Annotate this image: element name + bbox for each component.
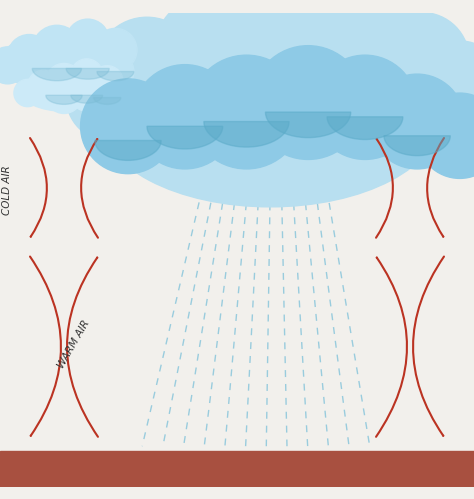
FancyArrowPatch shape bbox=[67, 257, 98, 437]
Circle shape bbox=[97, 53, 134, 90]
Circle shape bbox=[156, 0, 251, 93]
Circle shape bbox=[417, 93, 474, 179]
FancyArrowPatch shape bbox=[30, 138, 47, 237]
Circle shape bbox=[374, 12, 469, 107]
Circle shape bbox=[91, 66, 123, 97]
Circle shape bbox=[133, 65, 237, 169]
Polygon shape bbox=[66, 68, 109, 79]
Circle shape bbox=[95, 17, 199, 122]
Text: WARM AIR: WARM AIR bbox=[56, 318, 91, 370]
Polygon shape bbox=[204, 122, 289, 147]
Circle shape bbox=[32, 25, 82, 74]
Circle shape bbox=[66, 55, 152, 141]
FancyArrowPatch shape bbox=[413, 256, 444, 436]
Circle shape bbox=[0, 47, 26, 84]
Circle shape bbox=[370, 74, 465, 169]
Circle shape bbox=[66, 47, 109, 90]
Polygon shape bbox=[97, 71, 134, 81]
Ellipse shape bbox=[21, 70, 107, 111]
FancyArrowPatch shape bbox=[427, 138, 444, 237]
FancyArrowPatch shape bbox=[376, 257, 407, 437]
Circle shape bbox=[14, 79, 41, 107]
Circle shape bbox=[71, 79, 103, 111]
Circle shape bbox=[32, 44, 82, 93]
Circle shape bbox=[94, 28, 137, 71]
Polygon shape bbox=[147, 126, 223, 149]
FancyArrowPatch shape bbox=[81, 139, 98, 238]
Bar bbox=[0, 451, 474, 487]
Circle shape bbox=[27, 70, 59, 102]
Circle shape bbox=[190, 55, 303, 169]
Polygon shape bbox=[327, 117, 403, 140]
Circle shape bbox=[313, 55, 417, 160]
Circle shape bbox=[256, 0, 379, 88]
Polygon shape bbox=[32, 68, 82, 81]
Circle shape bbox=[318, 0, 431, 98]
Circle shape bbox=[81, 79, 175, 174]
Circle shape bbox=[46, 77, 82, 113]
Circle shape bbox=[71, 59, 103, 91]
Circle shape bbox=[66, 19, 109, 62]
Polygon shape bbox=[71, 95, 103, 103]
Polygon shape bbox=[384, 136, 450, 156]
Ellipse shape bbox=[0, 34, 116, 90]
Circle shape bbox=[8, 34, 51, 78]
Ellipse shape bbox=[100, 27, 441, 207]
FancyArrowPatch shape bbox=[376, 139, 393, 238]
Polygon shape bbox=[95, 141, 161, 160]
Polygon shape bbox=[265, 112, 351, 138]
Circle shape bbox=[199, 0, 313, 93]
Polygon shape bbox=[46, 95, 82, 104]
Circle shape bbox=[93, 84, 121, 111]
Circle shape bbox=[46, 63, 82, 100]
Polygon shape bbox=[93, 97, 121, 104]
FancyArrowPatch shape bbox=[30, 256, 61, 436]
Text: COLD AIR: COLD AIR bbox=[2, 165, 12, 215]
Circle shape bbox=[251, 46, 365, 160]
Circle shape bbox=[417, 41, 474, 126]
